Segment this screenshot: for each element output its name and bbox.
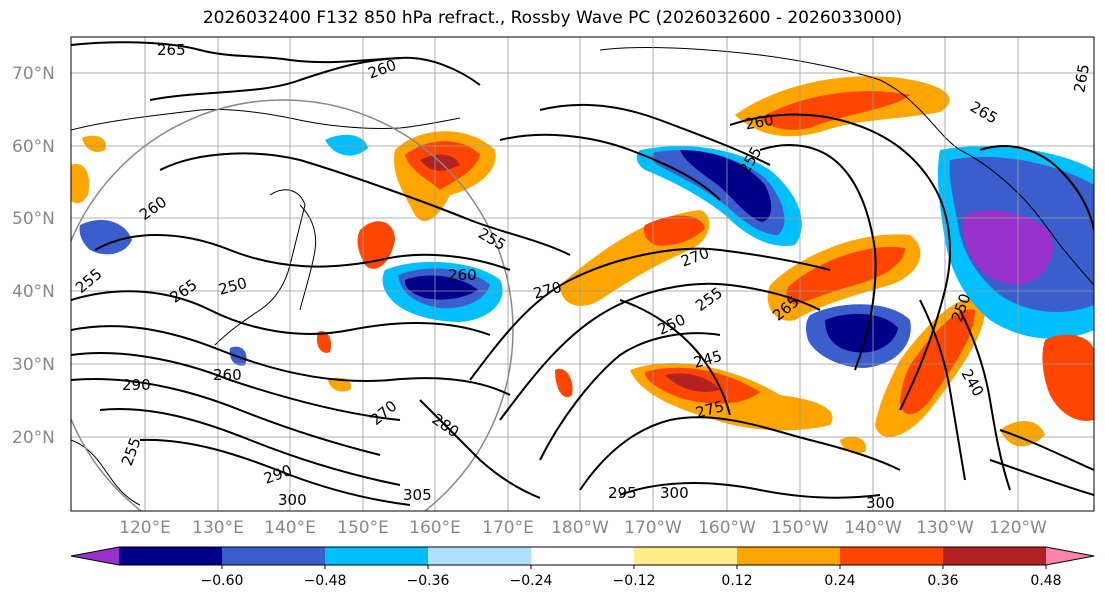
contour-label: 295	[608, 484, 637, 502]
colorbar-segment	[634, 547, 738, 565]
colorbar-segment	[840, 547, 944, 565]
contour-label: 300	[660, 484, 689, 502]
range-circle	[71, 99, 514, 511]
lon-label: 120°W	[989, 518, 1047, 538]
contour-label: 260	[744, 111, 775, 134]
lat-label: 40°N	[12, 282, 55, 302]
contour-label: 265	[1070, 63, 1093, 94]
colorbar-segment	[222, 547, 326, 565]
colorbar-tick-label: 0.48	[1030, 573, 1061, 589]
lon-label: 170°W	[624, 518, 682, 538]
lat-label: 70°N	[12, 64, 55, 84]
anomaly-shading	[71, 76, 1094, 454]
contour-label: 290	[122, 376, 151, 394]
lon-label: 160°E	[409, 518, 461, 538]
colorbar-outline	[70, 546, 1095, 566]
lon-label: 120°E	[119, 518, 171, 538]
map-title: 2026032400 F132 850 hPa refract., Rossby…	[202, 8, 903, 28]
latitude-labels: 70°N 60°N 50°N 40°N 30°N 20°N	[12, 64, 55, 448]
colorbar-segment	[531, 547, 635, 565]
colorbar-tick-label: −0.48	[304, 573, 347, 589]
lon-label: 150°E	[337, 518, 389, 538]
colorbar-segment	[737, 547, 841, 565]
lon-label: 160°W	[698, 518, 756, 538]
lat-label: 20°N	[12, 428, 55, 448]
contour-label: 260	[448, 266, 477, 284]
colorbar-segment	[325, 547, 429, 565]
contours	[71, 41, 1094, 506]
graticule	[71, 37, 1094, 511]
lat-label: 50°N	[12, 209, 55, 229]
lon-label: 130°E	[192, 518, 244, 538]
colorbar-extend-max	[1046, 547, 1094, 565]
colorbar-segment	[119, 547, 223, 565]
lon-label: 150°W	[771, 518, 829, 538]
colorbar-tick-label: −0.12	[613, 573, 656, 589]
lon-label: 170°E	[482, 518, 534, 538]
map-frame	[70, 36, 1095, 512]
contour-label: 265	[157, 41, 186, 59]
lon-label: 140°W	[844, 518, 902, 538]
colorbar-segment	[943, 547, 1047, 565]
contour-label: 305	[403, 486, 432, 504]
colorbar: −0.60 −0.48 −0.36 −0.24 −0.12 0.12 0.24 0.36 0.4…	[70, 546, 1095, 589]
lat-label: 60°N	[12, 137, 55, 157]
map-layers: 265 260 260 265 250 255 260 255 270 270 …	[71, 37, 1094, 512]
lon-label: 130°W	[916, 518, 974, 538]
colorbar-segment	[428, 547, 532, 565]
longitude-labels: 120°E 130°E 140°E 150°E 160°E 170°E 180°…	[119, 518, 1047, 538]
contour-label: 300	[866, 494, 895, 512]
colorbar-tick-label: 0.36	[927, 573, 958, 589]
lon-label: 140°E	[264, 518, 316, 538]
colorbar-tick-label: −0.60	[201, 573, 244, 589]
colorbar-tick-label: 0.24	[824, 573, 855, 589]
lat-label: 30°N	[12, 355, 55, 375]
contour-label: 300	[278, 491, 307, 509]
contour-label: 260	[213, 366, 242, 384]
colorbar-tick-label: −0.24	[510, 573, 553, 589]
colorbar-extend-min	[71, 547, 119, 565]
colorbar-tick-label: −0.36	[407, 573, 450, 589]
colorbar-tick-label: 0.12	[721, 573, 752, 589]
lon-label: 180°W	[551, 518, 609, 538]
